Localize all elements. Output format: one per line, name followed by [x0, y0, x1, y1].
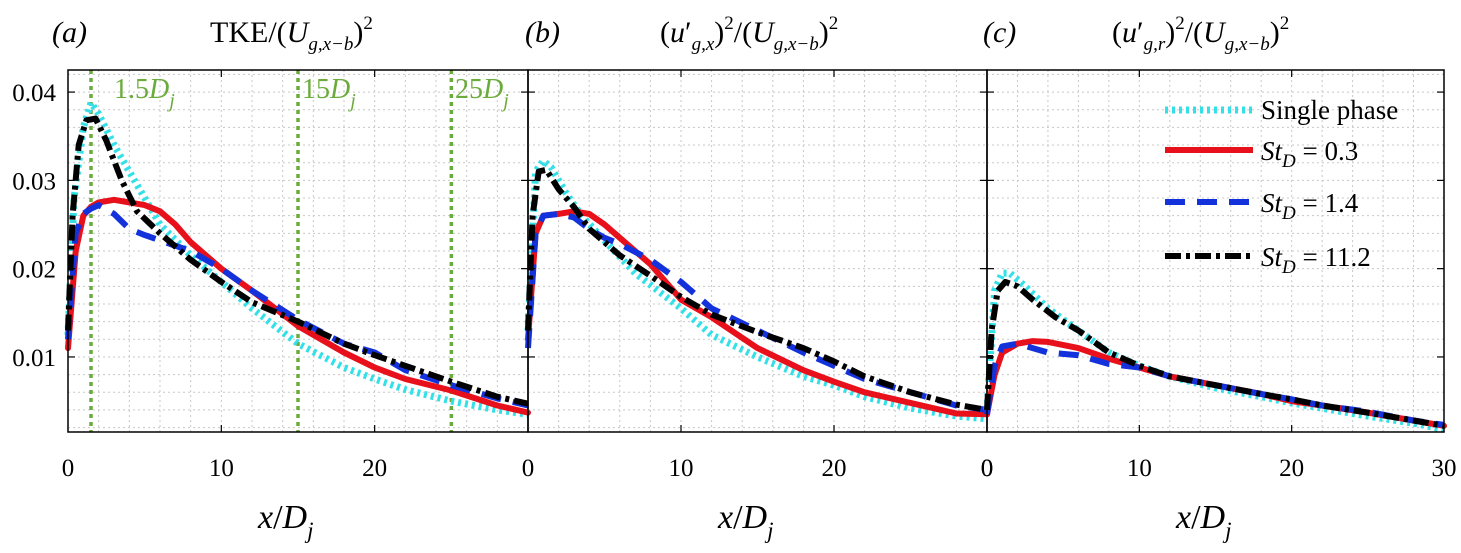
panel-c-label: (c): [983, 16, 1016, 49]
y-tick-label: 0.02: [12, 257, 56, 284]
panel-b-title: (u′g,x)2/(Ug,x−b)2: [660, 13, 838, 55]
annotation-15dj: 15Dj: [302, 74, 356, 112]
panel-a: 0 10 20 0 0.01 0.02 0.03 0.04: [12, 69, 535, 482]
series-line-solid: [525, 208, 990, 418]
series-line-dotted: [983, 269, 1445, 433]
legend: Single phase StD = 0.3 StD = 1.4 StD = 1…: [1165, 95, 1398, 278]
panel-b: 10 20 0: [524, 69, 994, 482]
x-tick-label: 20: [1279, 455, 1304, 482]
annotation-1-5dj: 1.5Dj: [114, 74, 175, 112]
series-line-dotted: [64, 99, 529, 418]
x-tick-label: 0: [981, 455, 994, 482]
grid: [987, 70, 1444, 432]
x-tick-label: 20: [362, 455, 387, 482]
x-tick-label: 10: [209, 455, 234, 482]
y-tick-label: 0.01: [12, 345, 56, 372]
legend-item-st-1-4: StD = 1.4: [1165, 188, 1359, 224]
x-axis-labels: x/Dj x/Dj x/Dj: [257, 499, 1232, 543]
x-axis-label-c: x/Dj: [1175, 499, 1232, 543]
series-line-dashed: [525, 210, 988, 413]
annotation-25dj: 25Dj: [455, 74, 509, 112]
x-axis-label-b: x/Dj: [717, 499, 774, 543]
grid: [528, 70, 987, 432]
y-tick-label: 0.04: [12, 80, 56, 107]
legend-label: Single phase: [1261, 95, 1398, 125]
x-tick-label: 0: [522, 455, 535, 482]
x-tick-label: 20: [822, 455, 847, 482]
x-tick-label: 10: [669, 455, 694, 482]
x-tick-label: 10: [1127, 455, 1152, 482]
legend-item-st-11-2: StD = 11.2: [1165, 242, 1371, 278]
legend-item-st-0-3: StD = 0.3: [1165, 136, 1358, 172]
legend-label: StD = 1.4: [1261, 188, 1359, 224]
legend-label: StD = 11.2: [1261, 242, 1371, 278]
panel-c-title: (u′g,r)2/(Ug,x−b)2: [1112, 13, 1289, 55]
legend-item-single-phase: Single phase: [1165, 95, 1398, 125]
panel-c: 0 10 20 30: [981, 69, 1457, 482]
x-axis-label-a: x/Dj: [257, 499, 314, 543]
series-line-dashdot: [984, 278, 1445, 429]
series-line-dotted: [524, 157, 988, 423]
x-tick-label: 0: [981, 455, 994, 482]
panel-a-title: TKE/(Ug,x−b)2: [210, 13, 373, 55]
panel-b-label: (b): [525, 16, 560, 49]
series-line-dashdot: [525, 166, 988, 413]
legend-label: StD = 0.3: [1261, 136, 1358, 172]
y-tick-label: 0.03: [12, 168, 56, 195]
panel-labels: (a) TKE/(Ug,x−b)2 (b) (u′g,x)2/(Ug,x−b)2…: [52, 13, 1289, 55]
panel-a-label: (a): [52, 16, 87, 49]
series-line-dashdot: [65, 115, 529, 407]
x-tick-label: 0: [62, 455, 75, 482]
series-line-dashed: [65, 202, 529, 409]
x-tick-label: 30: [1432, 455, 1457, 482]
plot-frame: [986, 69, 1445, 433]
